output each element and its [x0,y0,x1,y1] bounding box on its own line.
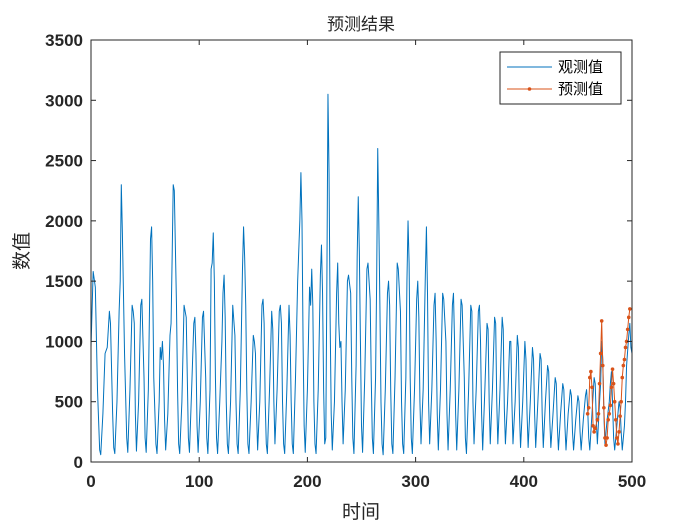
data-point [616,442,620,446]
data-point [602,405,606,410]
x-tick-label: 100 [185,472,213,491]
data-point [617,430,621,434]
series-layer [90,93,633,456]
y-tick-label: 500 [55,393,83,412]
y-tick-label: 1000 [45,332,83,351]
y-tick-label: 3500 [45,31,83,50]
x-tick-label: 0 [86,472,95,491]
data-point [626,315,631,320]
y-axis-title: 数值 [11,232,33,270]
y-tick-label: 0 [74,453,83,472]
data-point [591,424,595,428]
data-point [608,403,613,408]
x-tick-label: 300 [401,472,429,491]
data-point [595,418,600,422]
data-point [589,369,593,374]
data-point [612,399,617,404]
data-point [611,381,616,386]
data-point [593,426,598,431]
data-point [619,399,623,404]
data-point [623,345,628,350]
data-point [609,385,614,390]
legend-label-2: 预测值 [558,80,603,98]
data-point [604,443,608,447]
data-point [597,381,602,386]
data-point [605,436,609,440]
data-point [596,411,601,416]
plot-area [90,39,633,463]
data-point [613,418,618,422]
data-point [628,307,632,311]
data-point [586,405,591,410]
x-tick-label: 500 [618,472,646,491]
data-point [618,414,622,418]
x-tick-label: 400 [510,472,538,491]
data-point [615,436,619,440]
series-line-1 [90,93,633,456]
data-point [622,357,627,362]
y-tick-label: 2500 [45,152,83,171]
data-point [598,351,603,356]
y-tick-label: 2000 [45,212,83,231]
x-tick-label: 200 [293,472,321,491]
data-point [585,411,590,416]
data-point [606,418,610,422]
x-axis-title: 时间 [342,501,380,523]
x-axis: 0 100 200 300 400 500 [86,40,646,491]
legend-marker [527,87,532,91]
legend-box [499,51,622,105]
chart-title: 预测结果 [327,15,395,35]
legend-label-1: 观测值 [558,58,603,76]
data-point [620,375,625,380]
y-axis: 0 500 1000 1500 2000 2500 3000 3500 [45,31,632,472]
data-point [607,411,612,416]
data-point [624,339,629,344]
data-point [599,319,604,323]
y-tick-label: 1500 [45,272,83,291]
data-point [588,375,592,380]
data-point [625,327,630,332]
data-point [590,385,594,390]
data-point [621,363,626,368]
plot-border [90,39,633,463]
y-tick-label: 3000 [45,91,83,110]
data-point [610,367,615,371]
data-point [592,430,596,434]
data-point [600,363,605,368]
